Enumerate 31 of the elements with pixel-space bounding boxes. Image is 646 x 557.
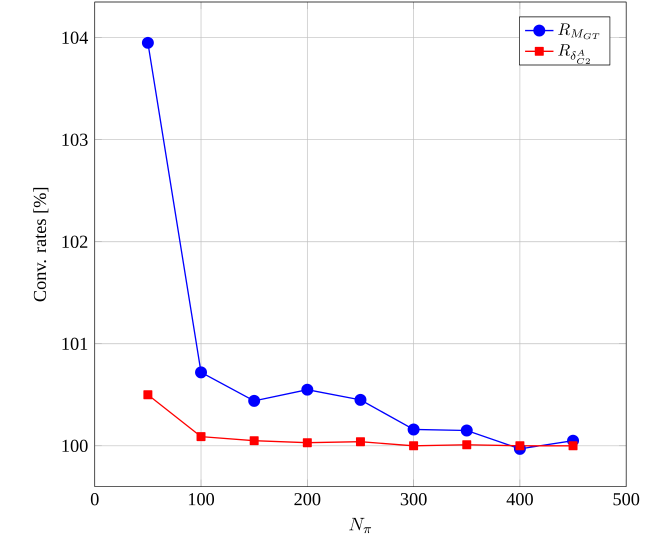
point [248, 394, 260, 407]
point [408, 423, 420, 436]
point [196, 432, 206, 441]
y-tick-label: 104 [62, 31, 88, 44]
point [301, 384, 314, 396]
y-tick-label: 100 [62, 439, 88, 452]
x-tick-label: 500 [614, 492, 640, 506]
point [515, 441, 524, 450]
point [568, 441, 578, 450]
legend-label: $R_{M_{GT}}$ [558, 23, 600, 40]
point [462, 440, 472, 450]
point [195, 366, 208, 378]
x-tick-label: 300 [400, 492, 427, 506]
x-tick-label: 100 [188, 492, 214, 506]
point [143, 390, 152, 400]
y-tick-label: 103 [62, 133, 88, 146]
point [354, 394, 366, 406]
y-tick-label: 102 [62, 235, 88, 248]
legend-label: $R_{\delta^A_{C2}}$ [558, 44, 590, 64]
point [142, 36, 154, 49]
point [460, 424, 473, 436]
x-tick-label: 200 [294, 492, 320, 506]
y-axis-title: Conv. rates [%] [33, 188, 48, 302]
y-tick-label: 101 [62, 337, 88, 350]
point [409, 441, 418, 450]
x-tick-label: 0 [90, 492, 99, 506]
x-tick-label: 400 [506, 492, 533, 506]
point [250, 436, 259, 445]
x-axis-title: $N_\pi$ [349, 518, 372, 533]
point [356, 437, 365, 446]
point [302, 438, 312, 448]
